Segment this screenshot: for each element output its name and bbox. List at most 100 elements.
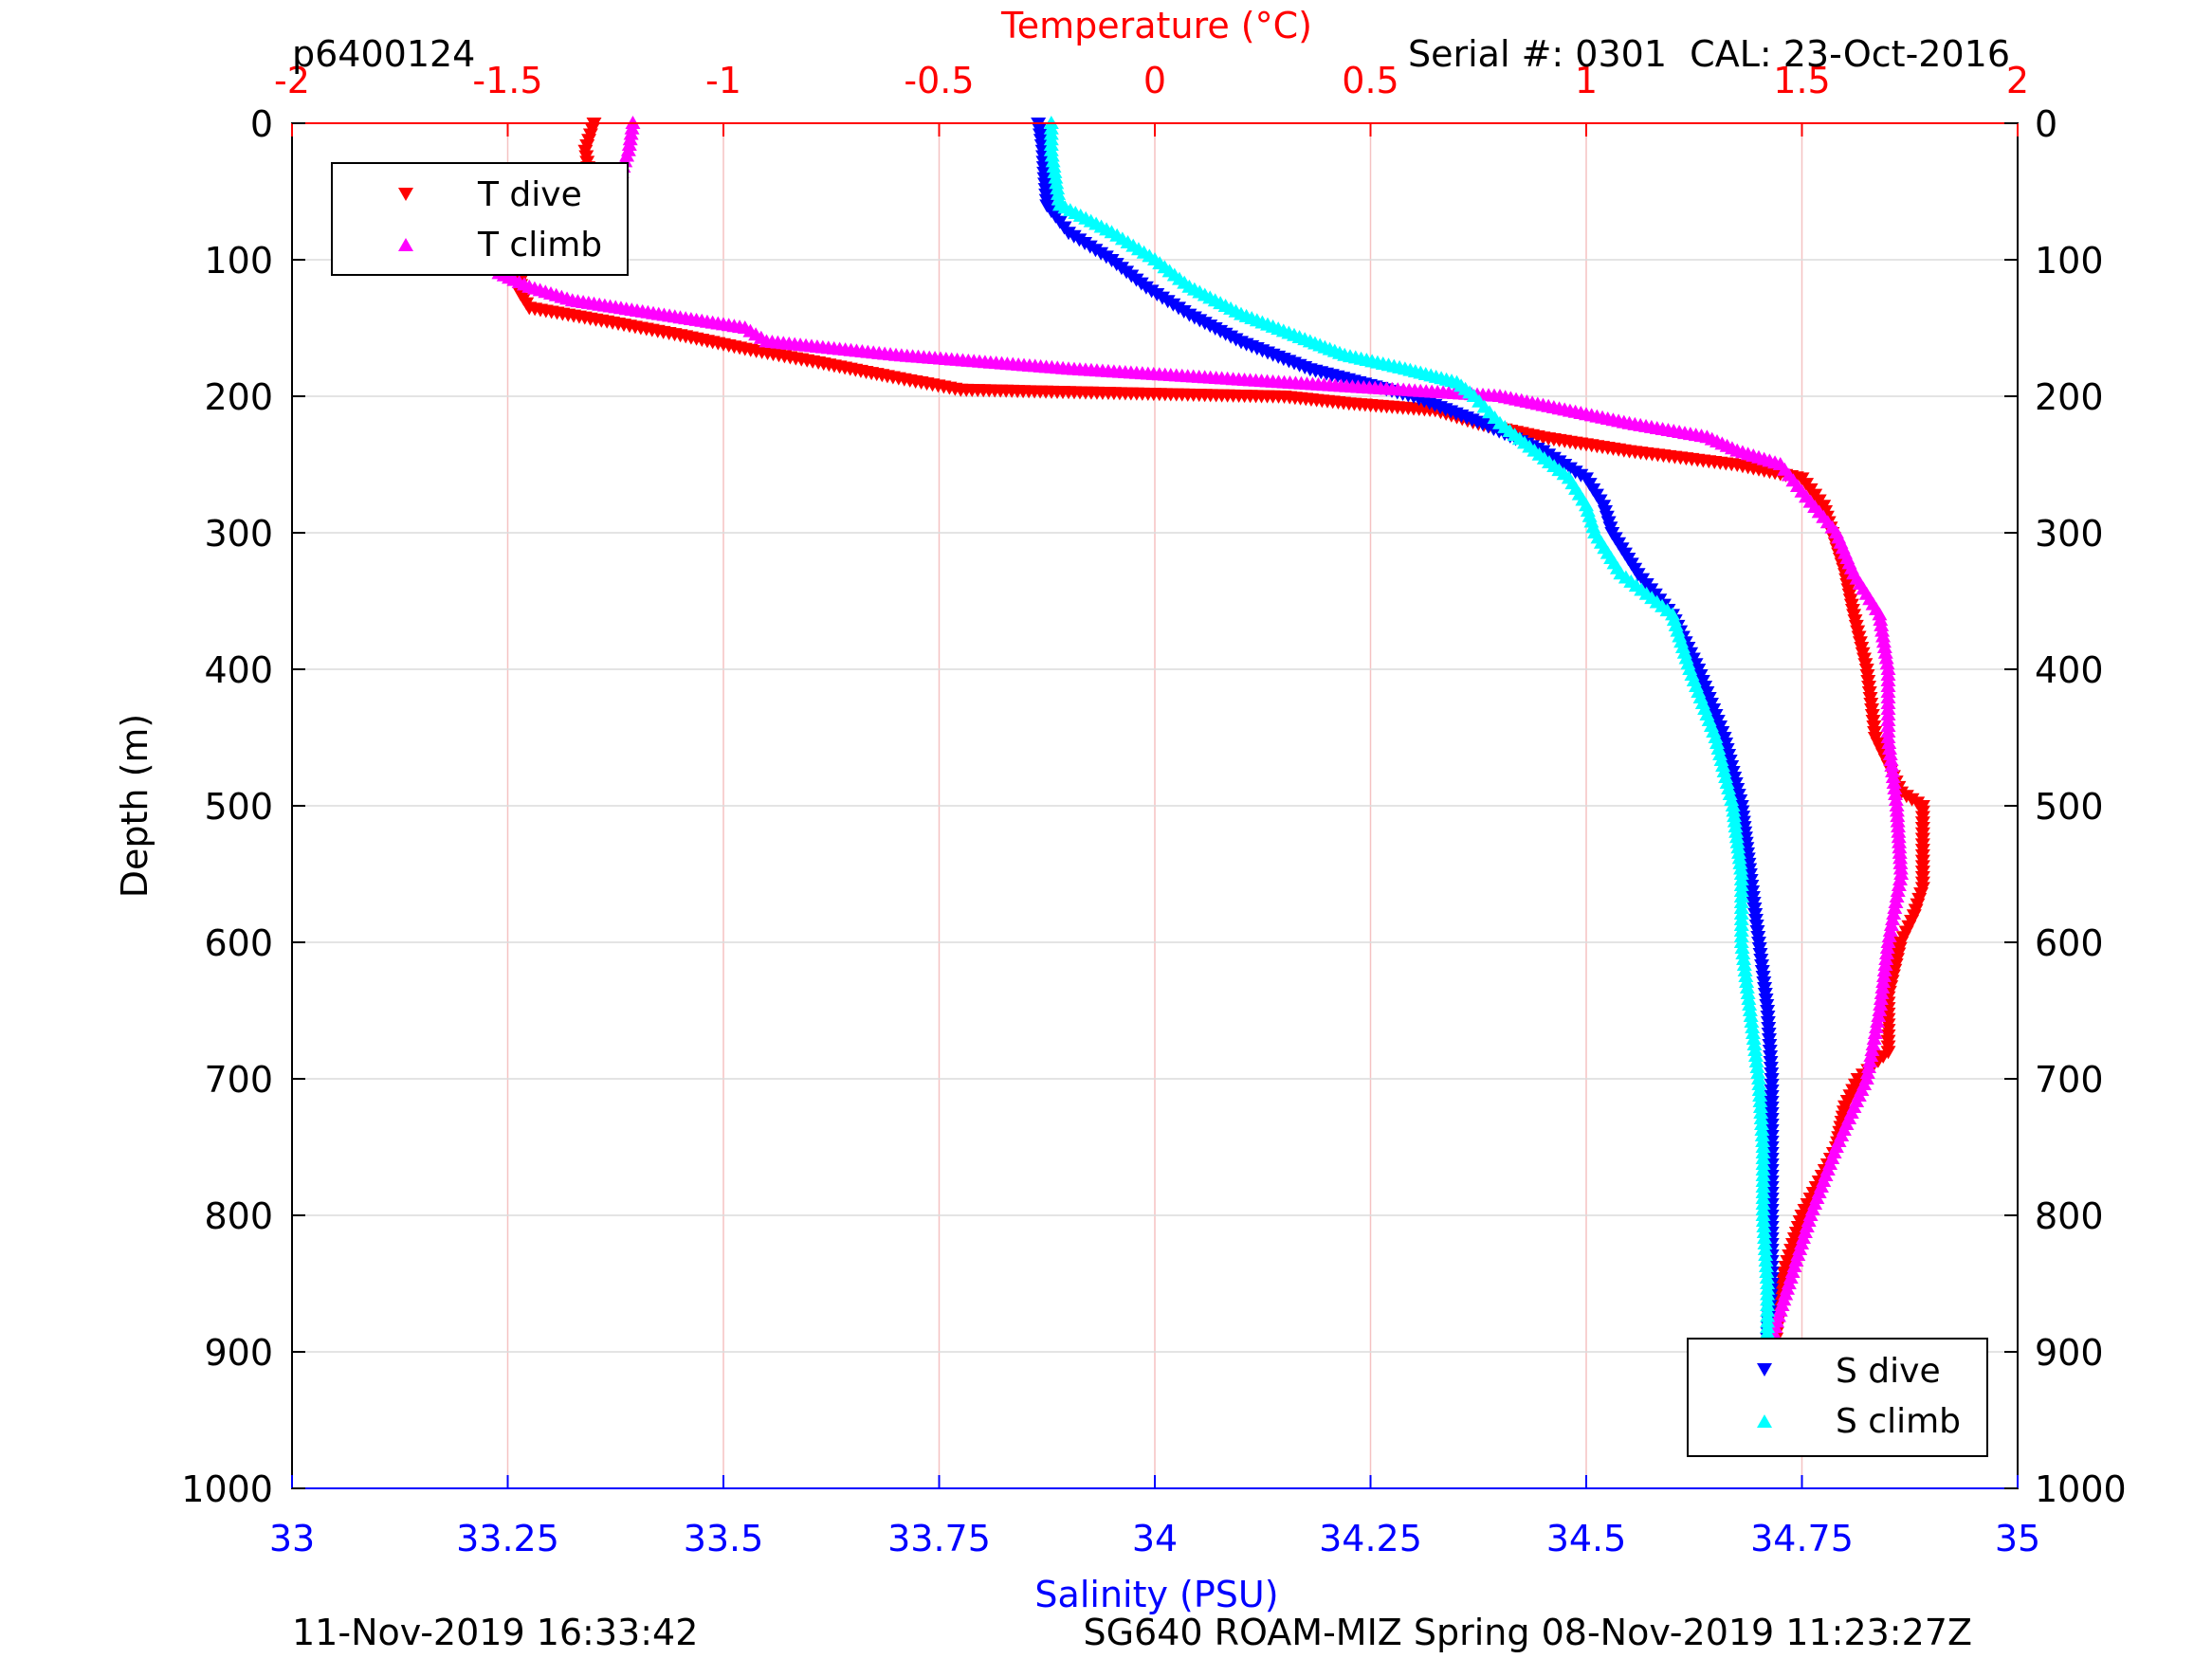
data-point <box>1879 656 1895 670</box>
data-point <box>1874 980 1891 994</box>
data-point <box>1740 986 1756 999</box>
salinity-tick-label: 33.25 <box>456 1518 559 1559</box>
data-point <box>1734 940 1750 954</box>
data-point <box>1885 770 1901 783</box>
data-point <box>1890 884 1906 897</box>
depth-tick-label-left: 300 <box>204 513 273 555</box>
data-point <box>1878 946 1894 959</box>
temp-tick-label: 2 <box>2006 60 2029 101</box>
data-point <box>1893 866 1910 880</box>
temp-tick-label: -2 <box>274 60 310 101</box>
data-point <box>1870 1014 1886 1028</box>
data-point <box>1875 629 1892 643</box>
data-point <box>1749 1060 1765 1073</box>
depth-tick-label-right: 700 <box>2035 1059 2104 1101</box>
data-point <box>1862 1054 1878 1067</box>
legend-t-climb-label: T climb <box>477 226 602 264</box>
top-axis-title: Temperature (°C) <box>1000 5 1312 46</box>
bottom-axis-title: Salinity (PSU) <box>1034 1574 1278 1615</box>
data-point <box>1882 741 1898 755</box>
temp-tick-label: -1 <box>705 60 741 101</box>
data-point <box>1747 1048 1764 1062</box>
data-point <box>1861 1060 1877 1073</box>
data-point <box>1874 986 1890 999</box>
temp-tick-label: 1 <box>1575 60 1598 101</box>
data-point <box>1866 1031 1882 1045</box>
mission-label: SG640 ROAM-MIZ Spring 08-Nov-2019 11:23:… <box>1083 1612 1972 1653</box>
legend-t-dive-marker <box>398 188 413 201</box>
depth-tick-label-left: 100 <box>204 240 273 282</box>
data-point <box>1874 623 1891 637</box>
data-point <box>1889 889 1905 902</box>
data-point <box>1863 1048 1879 1062</box>
data-point <box>1742 997 1758 1011</box>
series-s-climb <box>1043 116 1776 1344</box>
data-point <box>1746 1037 1763 1050</box>
depth-tick-label-left: 0 <box>250 103 273 145</box>
legend-top-left: T dive T climb <box>331 162 629 276</box>
data-point <box>1868 1020 1884 1033</box>
data-point <box>623 126 639 140</box>
data-point <box>1882 747 1898 760</box>
data-point <box>1748 1054 1764 1067</box>
data-point <box>1051 191 1067 206</box>
data-point <box>1871 1009 1887 1022</box>
salinity-tick-label: 34.5 <box>1546 1518 1627 1559</box>
data-point <box>1878 952 1894 965</box>
depth-tick-label-right: 600 <box>2035 922 2104 964</box>
temp-tick-label: -0.5 <box>904 60 974 101</box>
data-point <box>1864 1043 1880 1056</box>
data-point <box>1043 142 1059 156</box>
data-point <box>1876 963 1892 976</box>
legend-t-dive-label: T dive <box>477 175 582 214</box>
data-point <box>1742 1003 1758 1016</box>
legend-s-climb-label: S climb <box>1836 1402 1961 1441</box>
data-point <box>1750 1066 1766 1079</box>
depth-tick-label-left: 600 <box>204 922 273 964</box>
data-marks <box>491 116 1930 1346</box>
depth-tick-label-right: 100 <box>2035 240 2104 282</box>
legend-bottom-box <box>1687 1338 1988 1457</box>
legend-s-dive-label: S dive <box>1836 1352 1941 1391</box>
depth-tick-label-right: 400 <box>2035 649 2104 691</box>
data-point <box>1735 946 1751 959</box>
data-point <box>1881 736 1897 749</box>
depth-tick-label-left: 700 <box>204 1059 273 1101</box>
data-point <box>1882 923 1898 937</box>
data-point <box>1883 918 1899 931</box>
data-point <box>1872 1003 1888 1016</box>
data-point <box>1878 650 1894 665</box>
temp-tick-label: 1.5 <box>1773 60 1830 101</box>
data-point <box>1746 1031 1762 1045</box>
data-point <box>1888 787 1904 800</box>
temp-tick-label: 0 <box>1143 60 1166 101</box>
depth-tick-label-left: 400 <box>204 649 273 691</box>
data-point <box>1739 980 1755 994</box>
depth-tick-label-right: 300 <box>2035 513 2104 555</box>
legend-s-climb-marker <box>1757 1414 1772 1428</box>
data-point <box>1049 175 1065 190</box>
data-point <box>1888 793 1904 806</box>
data-point <box>1737 963 1753 976</box>
data-point <box>1892 872 1909 885</box>
data-point <box>1736 957 1752 971</box>
series-s-dive <box>1031 118 1780 1346</box>
legend-t-climb-marker <box>398 238 413 251</box>
depth-tick-label-left: 200 <box>204 376 273 418</box>
data-point <box>1885 764 1901 777</box>
depth-tick-label-right: 200 <box>2035 376 2104 418</box>
data-point <box>1881 929 1897 942</box>
depth-tick-label-right: 1000 <box>2035 1468 2127 1510</box>
salinity-tick-label: 33.75 <box>887 1518 991 1559</box>
salinity-tick-label: 34.75 <box>1750 1518 1854 1559</box>
depth-tick-label-right: 500 <box>2035 786 2104 828</box>
data-point <box>1739 975 1755 988</box>
profile-id-label: p6400124 <box>292 33 475 75</box>
depth-tick-label-right: 0 <box>2035 103 2057 145</box>
salinity-tick-label: 34.25 <box>1319 1518 1422 1559</box>
data-point <box>1877 957 1893 971</box>
data-point <box>1047 164 1063 178</box>
salinity-tick-label: 35 <box>1995 1518 2040 1559</box>
data-point <box>1738 969 1754 982</box>
